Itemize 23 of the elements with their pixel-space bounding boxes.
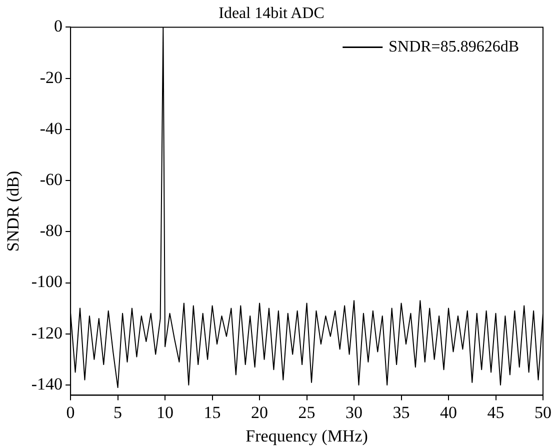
x-tick-label: 40 (440, 402, 458, 422)
x-tick-label: 45 (487, 402, 504, 422)
y-tick-label: 0 (54, 16, 63, 36)
x-tick-label: 20 (251, 402, 268, 422)
y-tick-label: -80 (40, 221, 63, 240)
x-tick-label: 25 (298, 402, 316, 422)
y-tick-label: -60 (40, 170, 63, 189)
chart-title: Ideal 14bit ADC (218, 4, 324, 22)
y-axis-title: SNDR (dB) (4, 170, 23, 252)
y-tick-label: -120 (31, 323, 63, 342)
x-tick-label: 30 (346, 402, 363, 422)
x-tick-label: 5 (114, 402, 122, 422)
x-tick-label: 15 (204, 402, 221, 422)
y-tick-label: -100 (31, 272, 63, 292)
x-tick-label: 10 (156, 402, 174, 422)
x-axis-title: Frequency (MHz) (246, 426, 368, 446)
x-tick-label: 35 (392, 402, 410, 422)
x-tick-label: 50 (534, 402, 552, 422)
y-tick-label: -140 (31, 374, 63, 394)
y-tick-label: -40 (40, 118, 63, 138)
x-tick-label: 0 (66, 402, 75, 422)
legend-label: SNDR=85.89626dB (388, 38, 519, 56)
y-tick-label: -20 (40, 68, 63, 87)
